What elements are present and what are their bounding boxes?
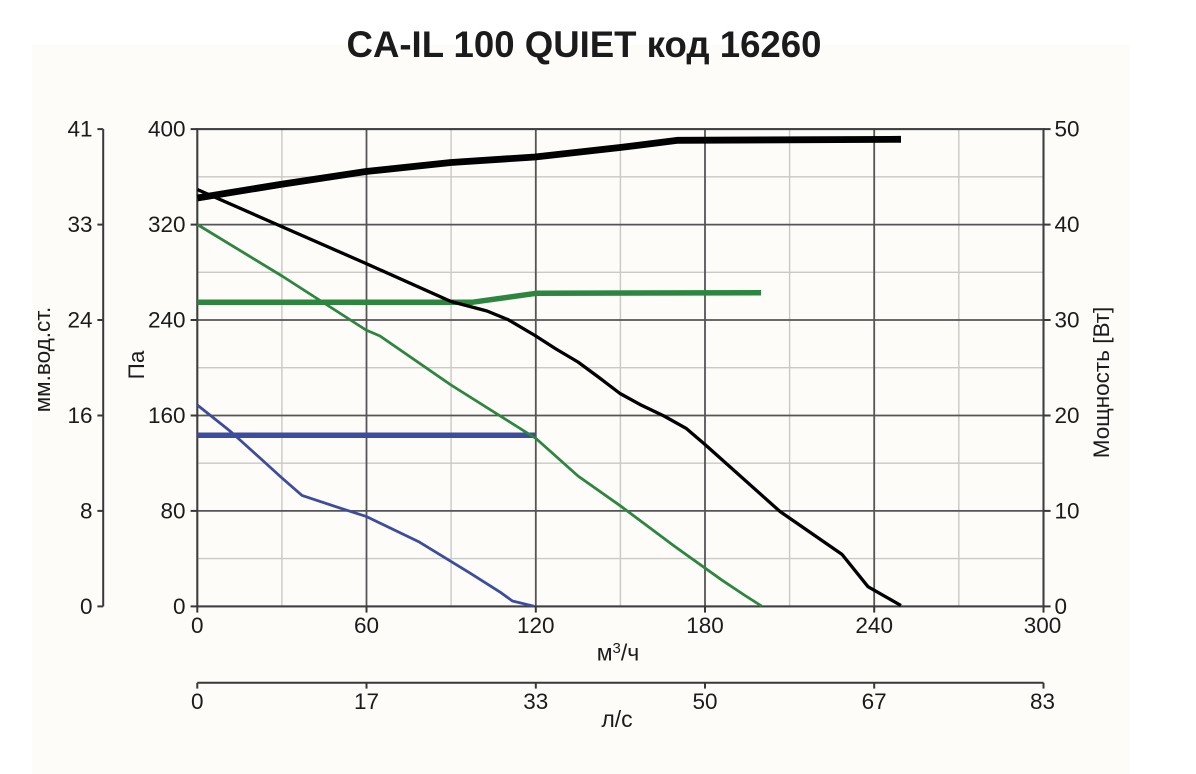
svg-text:Мощность [Вт]: Мощность [Вт] — [1089, 307, 1114, 459]
svg-text:67: 67 — [862, 689, 887, 714]
svg-text:0: 0 — [80, 594, 93, 619]
svg-text:8: 8 — [80, 498, 93, 523]
svg-text:30: 30 — [1055, 308, 1080, 333]
svg-text:320: 320 — [148, 212, 186, 237]
svg-text:16: 16 — [67, 403, 92, 428]
svg-text:50: 50 — [692, 689, 717, 714]
svg-text:17: 17 — [354, 689, 379, 714]
svg-text:180: 180 — [686, 613, 724, 638]
svg-text:400: 400 — [148, 117, 186, 142]
svg-text:10: 10 — [1055, 498, 1080, 523]
svg-text:л/с: л/с — [601, 706, 632, 732]
svg-text:33: 33 — [523, 689, 548, 714]
svg-text:м3/ч: м3/ч — [597, 640, 640, 666]
svg-text:Па: Па — [124, 350, 149, 379]
svg-text:80: 80 — [160, 498, 185, 523]
svg-text:33: 33 — [67, 212, 92, 237]
svg-text:240: 240 — [855, 613, 893, 638]
svg-text:мм.вод.ст.: мм.вод.ст. — [30, 307, 55, 413]
svg-text:240: 240 — [148, 308, 186, 333]
svg-text:160: 160 — [148, 403, 186, 428]
svg-text:0: 0 — [191, 689, 204, 714]
svg-text:0: 0 — [1055, 594, 1068, 619]
svg-text:50: 50 — [1055, 117, 1080, 142]
svg-text:0: 0 — [191, 613, 204, 638]
svg-text:41: 41 — [67, 117, 92, 142]
svg-text:40: 40 — [1055, 212, 1080, 237]
svg-text:CA-IL 100 QUIET код 16260: CA-IL 100 QUIET код 16260 — [347, 24, 822, 65]
svg-text:83: 83 — [1030, 689, 1055, 714]
svg-text:20: 20 — [1055, 403, 1080, 428]
svg-text:0: 0 — [173, 594, 186, 619]
svg-text:60: 60 — [354, 613, 379, 638]
svg-text:300: 300 — [1024, 613, 1062, 638]
svg-text:24: 24 — [67, 308, 92, 333]
svg-text:120: 120 — [517, 613, 555, 638]
